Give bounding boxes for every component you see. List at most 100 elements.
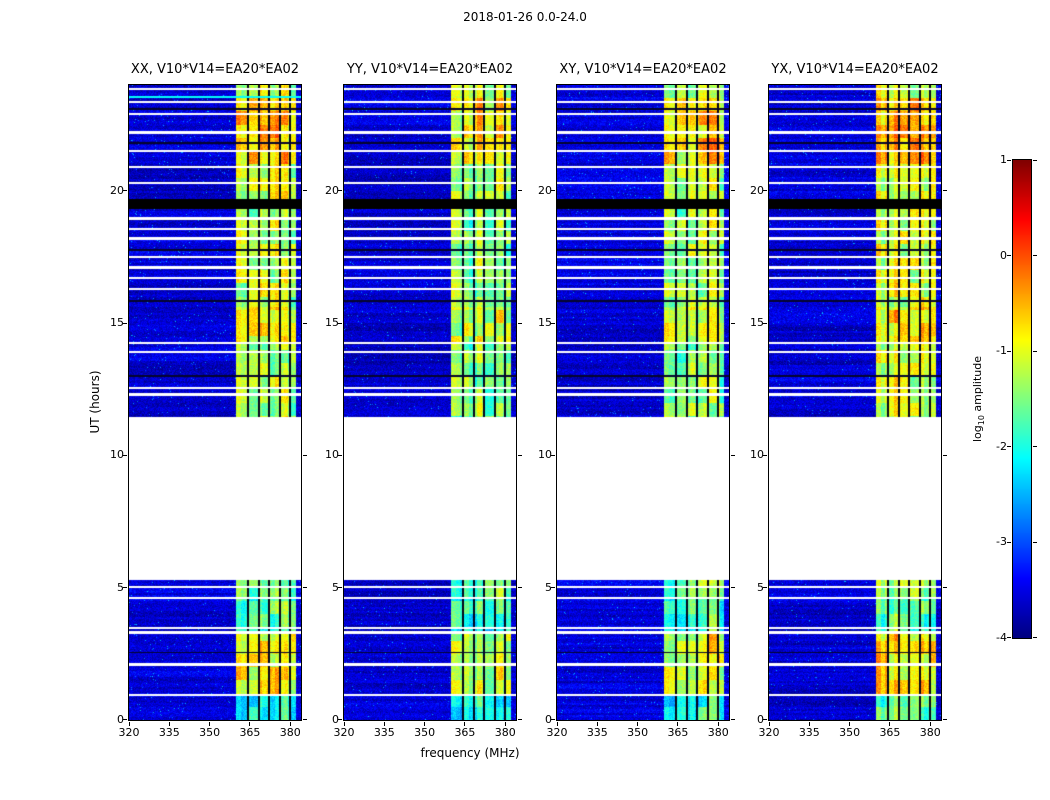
y-tick-mark [123,190,127,192]
x-tick-label: 380 [279,726,301,739]
y-tick-mark [338,322,342,324]
panel-title-xx: XX, V10*V14=EA20*EA02 [130,62,300,77]
colorbar-tick-mark [1033,541,1037,543]
x-tick-label: 320 [333,726,355,739]
colorbar: log10 amplitude 1 0 -1 -2 -3 -4 [971,153,1037,644]
y-tick-label: 15 [110,316,124,330]
y-tick-mark [551,718,555,720]
y-tick-mark [943,718,947,720]
y-tick-mark [123,587,127,589]
colorbar-tick-mark [1033,446,1037,448]
colorbar-tick-mark [1007,350,1011,352]
y-tick-label: 15 [325,316,339,330]
y-tick-mark [943,454,947,456]
colorbar-label-sub: 10 [977,415,987,426]
colorbar-tick-mark [1007,159,1011,161]
spectrogram-canvas-xx [129,85,301,720]
y-tick-mark [551,190,555,192]
colorbar-tick-label: 0 [1000,248,1007,262]
x-axis-label: frequency (MHz) [420,746,520,760]
y-tick-mark [303,454,307,456]
y-tick-label: 0 [757,713,764,726]
colorbar-tick-label: 1 [1000,153,1007,166]
panel-title-yy: YY, V10*V14=EA20*EA02 [346,62,514,77]
y-tick-mark [943,587,947,589]
colorbar-tick-mark [1007,636,1011,638]
x-tick-label: 380 [919,726,941,739]
y-tick-mark [731,322,735,324]
colorbar-label: log10 amplitude [971,344,987,454]
y-tick-mark [731,190,735,192]
x-tick-label: 350 [839,726,861,739]
y-tick-label: 0 [332,713,339,726]
spectrogram-canvas-yy [344,85,516,720]
panel-title-yx: YX, V10*V14=EA20*EA02 [771,62,939,77]
x-tick-label: 350 [199,726,221,739]
colorbar-tick-mark [1033,255,1037,257]
y-tick-mark [943,322,947,324]
colorbar-tick-mark [1007,446,1011,448]
x-tick-mark [168,722,170,726]
colorbar-tick-label: -4 [996,631,1007,644]
y-tick-label: 10 [110,448,124,462]
y-tick-mark [518,454,522,456]
colorbar-canvas [1013,160,1031,638]
x-tick-label: 350 [627,726,649,739]
y-tick-mark [551,322,555,324]
y-tick-label: 20 [538,183,552,197]
y-tick-mark [763,718,767,720]
y-tick-mark [763,454,767,456]
y-tick-label: 5 [757,580,764,594]
y-tick-mark [518,322,522,324]
x-tick-mark [768,722,770,726]
x-tick-mark [383,722,385,726]
panel-xx: XX, V10*V14=EA20*EA02 320 335 350 365 380 0 5 1… [110,62,307,739]
y-tick-mark [943,190,947,192]
y-tick-label: 10 [325,448,339,462]
x-tick-label: 335 [798,726,820,739]
y-tick-label: 15 [750,316,764,330]
y-tick-label: 10 [750,448,764,462]
y-tick-mark [338,454,342,456]
colorbar-tick-mark [1007,255,1011,257]
colorbar-tick-label: -1 [996,344,1007,358]
x-tick-mark [889,722,891,726]
colorbar-label-suffix: amplitude [971,355,984,416]
colorbar-tick-label: -3 [996,535,1007,549]
y-tick-mark [518,190,522,192]
spectrogram-canvas-xy [557,85,729,720]
x-tick-mark [717,722,719,726]
panel-yy: YY, V10*V14=EA20*EA02 320 335 350 365 380 0 5 1… [325,62,522,739]
x-tick-mark [849,722,851,726]
y-tick-mark [338,718,342,720]
y-tick-mark [123,454,127,456]
y-tick-label: 10 [538,448,552,462]
y-tick-mark [303,587,307,589]
colorbar-tick-label: -2 [996,439,1007,453]
y-tick-mark [551,587,555,589]
y-tick-mark [551,454,555,456]
y-tick-mark [731,587,735,589]
x-tick-label: 380 [707,726,729,739]
x-tick-mark [209,722,211,726]
panel-xy: XY, V10*V14=EA20*EA02 320 335 350 365 380 0 5 1… [538,62,735,739]
y-tick-label: 5 [117,580,124,594]
y-tick-label: 0 [117,713,124,726]
x-tick-label: 335 [373,726,395,739]
x-tick-label: 350 [414,726,436,739]
y-tick-mark [338,190,342,192]
y-tick-mark [763,322,767,324]
y-tick-label: 15 [538,316,552,330]
x-tick-label: 380 [494,726,516,739]
y-tick-label: 5 [332,580,339,594]
x-tick-label: 320 [758,726,780,739]
y-tick-mark [123,322,127,324]
y-tick-mark [763,587,767,589]
x-tick-mark [128,722,130,726]
x-tick-label: 335 [586,726,608,739]
x-tick-mark [637,722,639,726]
colorbar-tick-mark [1033,159,1037,161]
y-tick-mark [731,454,735,456]
y-tick-mark [731,718,735,720]
